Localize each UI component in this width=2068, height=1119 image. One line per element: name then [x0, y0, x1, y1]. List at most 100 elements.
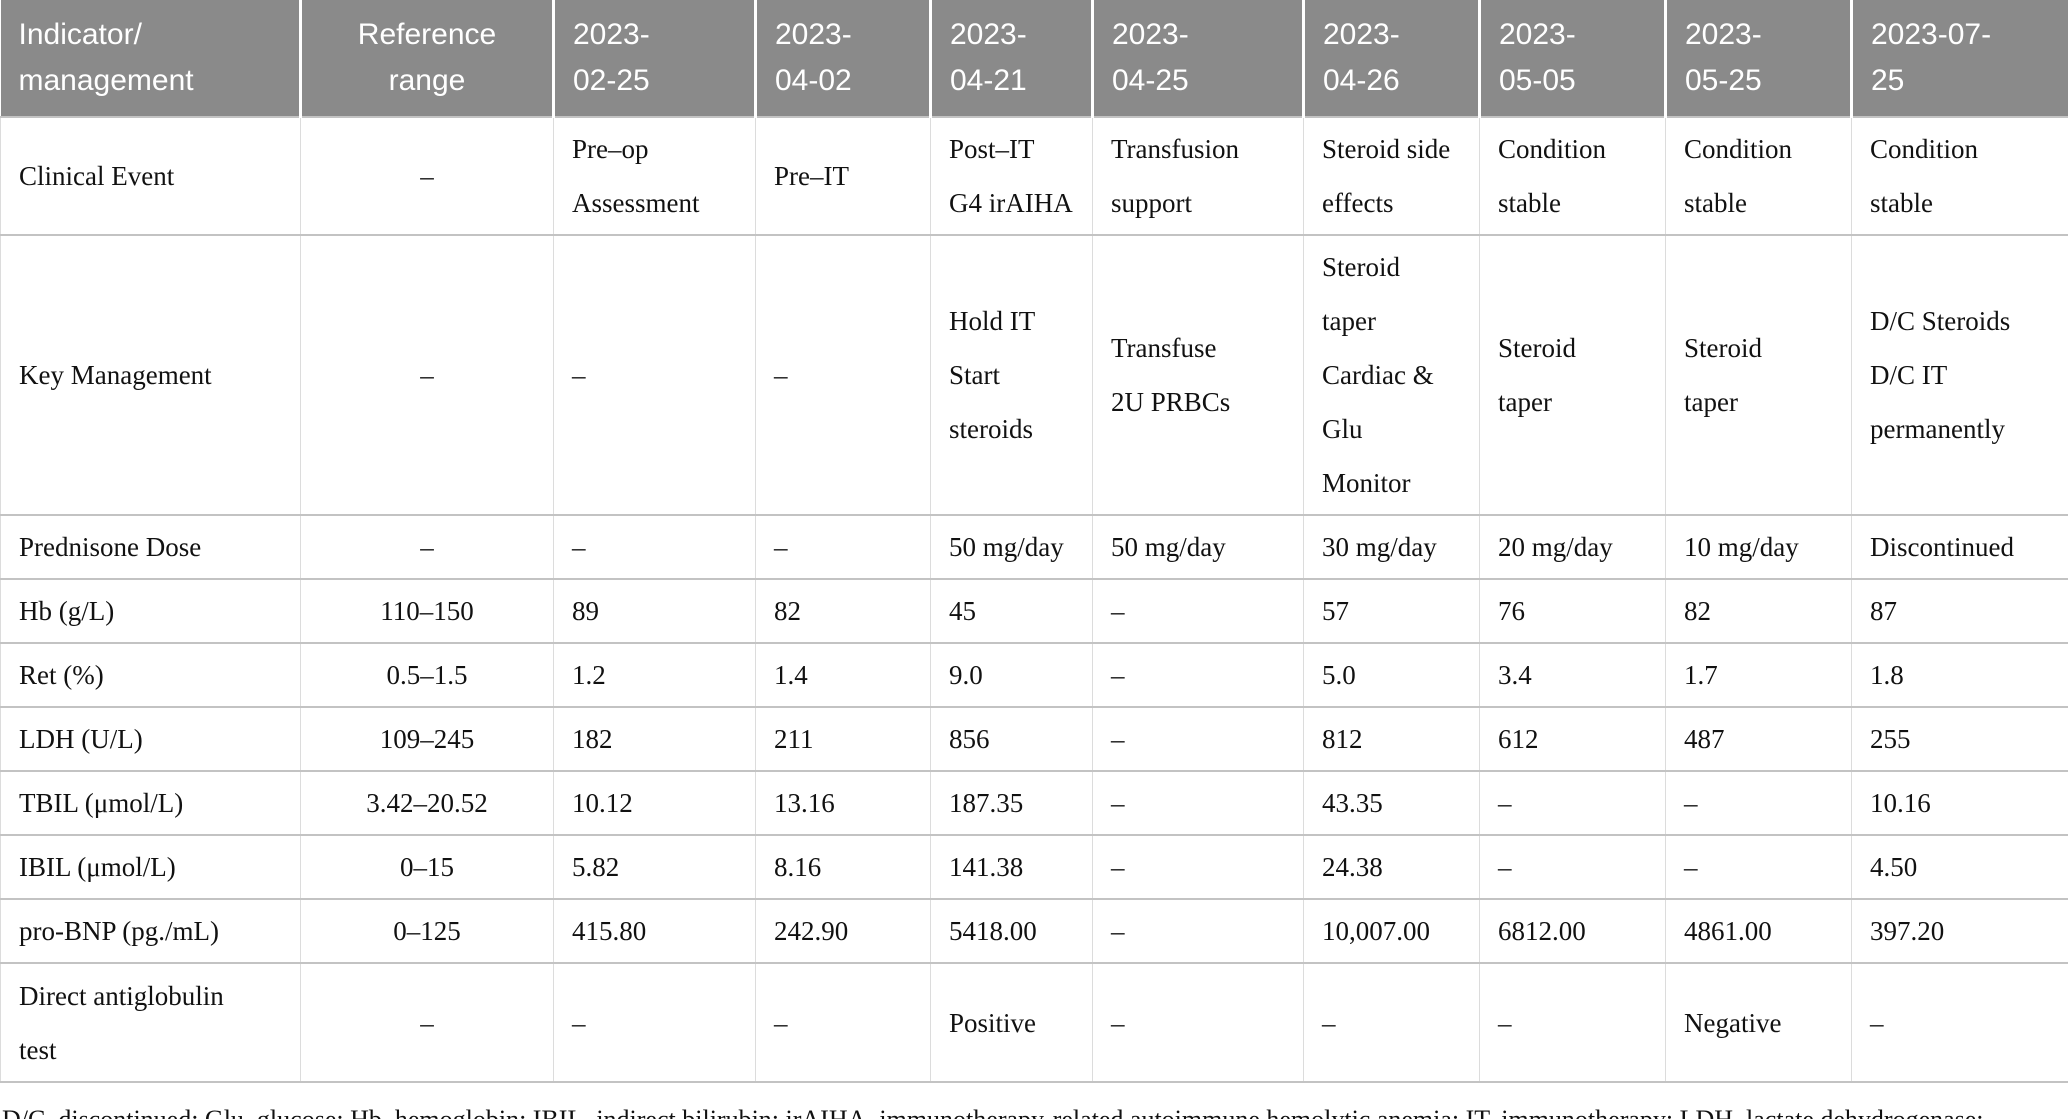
- header-cell: 2023- 02-25: [552, 0, 756, 117]
- header-cell: Indicator/ management: [0, 0, 301, 117]
- data-cell: Discontinued: [1851, 515, 2068, 579]
- data-cell: 45: [930, 579, 1093, 643]
- header-cell: 2023- 04-21: [929, 0, 1093, 117]
- data-cell: –: [1092, 707, 1304, 771]
- data-cell: 4.50: [1851, 835, 2068, 899]
- data-cell: –: [1092, 963, 1304, 1082]
- data-cell: 13.16: [755, 771, 931, 835]
- table-body: Clinical Event – Pre–op Assessment Pre–IT Po…: [0, 117, 2068, 1082]
- data-cell: –: [1092, 643, 1304, 707]
- data-cell: –: [553, 515, 756, 579]
- row-label-cell: IBIL (μmol/L): [0, 835, 301, 899]
- data-cell: –: [1665, 835, 1852, 899]
- table-row: Prednisone Dose – – –50 mg/day 50 mg/day 30 m…: [0, 515, 2068, 579]
- header-row: Indicator/ management Reference range 2023…: [0, 0, 2068, 117]
- data-cell: 612: [1479, 707, 1666, 771]
- data-cell: –: [1479, 963, 1666, 1082]
- data-cell: 8.16: [755, 835, 931, 899]
- row-label-cell: Direct antiglobulin test: [0, 963, 301, 1082]
- data-cell: 5.82: [553, 835, 756, 899]
- data-cell: Pre–op Assessment: [553, 117, 756, 235]
- table-row: Direct antiglobulin test – – – Positive – – – Ne…: [0, 963, 2068, 1082]
- data-cell: Condition stable: [1479, 117, 1666, 235]
- data-cell: –: [755, 235, 931, 515]
- data-cell: 10 mg/day: [1665, 515, 1852, 579]
- data-cell: 187.35: [930, 771, 1093, 835]
- data-cell: 6812.00: [1479, 899, 1666, 963]
- data-cell: –: [300, 117, 554, 235]
- data-cell: Steroid taper: [1665, 235, 1852, 515]
- data-cell: 50 mg/day: [930, 515, 1093, 579]
- data-cell: –: [1092, 579, 1304, 643]
- row-label-cell: Clinical Event: [0, 117, 301, 235]
- data-cell: –: [1092, 835, 1304, 899]
- data-cell: 110–150: [300, 579, 554, 643]
- data-cell: D/C Steroids D/C IT permanently: [1851, 235, 2068, 515]
- table-row: Clinical Event – Pre–op Assessment Pre–IT Po…: [0, 117, 2068, 235]
- table-row: TBIL (μmol/L) 3.42–20.52 10.12 13.16 187.35–…: [0, 771, 2068, 835]
- data-cell: 3.4: [1479, 643, 1666, 707]
- data-cell: –: [755, 515, 931, 579]
- data-cell: 4861.00: [1665, 899, 1852, 963]
- data-cell: 43.35: [1303, 771, 1480, 835]
- header-cell: 2023- 05-05: [1478, 0, 1666, 117]
- table-row: Ret (%) 0.5–1.5 1.2 1.4 9.0–5.0 3.4 1.7 1.8: [0, 643, 2068, 707]
- data-cell: –: [1479, 771, 1666, 835]
- header-cell: 2023- 04-02: [754, 0, 931, 117]
- data-cell: 397.20: [1851, 899, 2068, 963]
- data-cell: 5418.00: [930, 899, 1093, 963]
- data-cell: 242.90: [755, 899, 931, 963]
- data-cell: 0–15: [300, 835, 554, 899]
- data-cell: 1.7: [1665, 643, 1852, 707]
- row-label-cell: Key Management: [0, 235, 301, 515]
- data-cell: –: [1092, 899, 1304, 963]
- data-cell: 1.2: [553, 643, 756, 707]
- data-cell: –: [1665, 771, 1852, 835]
- data-cell: –: [1479, 835, 1666, 899]
- data-cell: 10,007.00: [1303, 899, 1480, 963]
- data-cell: 30 mg/day: [1303, 515, 1480, 579]
- data-cell: Condition stable: [1851, 117, 2068, 235]
- data-cell: –: [553, 963, 756, 1082]
- data-cell: 109–245: [300, 707, 554, 771]
- clinical-course-table: Indicator/ management Reference range 2023…: [0, 0, 2068, 1082]
- data-cell: Positive: [930, 963, 1093, 1082]
- table-row: LDH (U/L) 109–245 182 211 856–812 612 487 255: [0, 707, 2068, 771]
- data-cell: Transfusion support: [1092, 117, 1304, 235]
- data-cell: –: [755, 963, 931, 1082]
- row-label-cell: Ret (%): [0, 643, 301, 707]
- data-cell: 1.8: [1851, 643, 2068, 707]
- header-cell: 2023- 04-26: [1302, 0, 1480, 117]
- data-cell: 812: [1303, 707, 1480, 771]
- data-cell: 50 mg/day: [1092, 515, 1304, 579]
- header-cell: Reference range: [299, 0, 554, 117]
- data-cell: 89: [553, 579, 756, 643]
- abbreviations-footnote: D/C, discontinued; Glu, glucose; Hb, hem…: [2, 1101, 2066, 1119]
- data-cell: Transfuse 2U PRBCs: [1092, 235, 1304, 515]
- data-cell: Condition stable: [1665, 117, 1852, 235]
- table-row: Hb (g/L) 110–150 89 82 45–57 76 82 87: [0, 579, 2068, 643]
- data-cell: –: [1851, 963, 2068, 1082]
- data-cell: 82: [755, 579, 931, 643]
- data-cell: 1.4: [755, 643, 931, 707]
- data-cell: –: [553, 235, 756, 515]
- data-cell: Negative: [1665, 963, 1852, 1082]
- data-cell: Pre–IT: [755, 117, 931, 235]
- data-cell: 5.0: [1303, 643, 1480, 707]
- data-cell: 141.38: [930, 835, 1093, 899]
- data-cell: 182: [553, 707, 756, 771]
- data-cell: Steroid side effects: [1303, 117, 1480, 235]
- data-cell: 0–125: [300, 899, 554, 963]
- data-cell: 487: [1665, 707, 1852, 771]
- data-cell: 87: [1851, 579, 2068, 643]
- data-cell: 24.38: [1303, 835, 1480, 899]
- data-cell: –: [1303, 963, 1480, 1082]
- data-cell: 9.0: [930, 643, 1093, 707]
- data-cell: 20 mg/day: [1479, 515, 1666, 579]
- row-label-cell: Hb (g/L): [0, 579, 301, 643]
- table-row: pro-BNP (pg./mL) 0–125 415.80 242.90 5418.00…: [0, 899, 2068, 963]
- table-row: Key Management – – – Hold IT Start steroids T…: [0, 235, 2068, 515]
- row-label-cell: Prednisone Dose: [0, 515, 301, 579]
- table-header-row: Indicator/ management Reference range 2023…: [0, 0, 2068, 117]
